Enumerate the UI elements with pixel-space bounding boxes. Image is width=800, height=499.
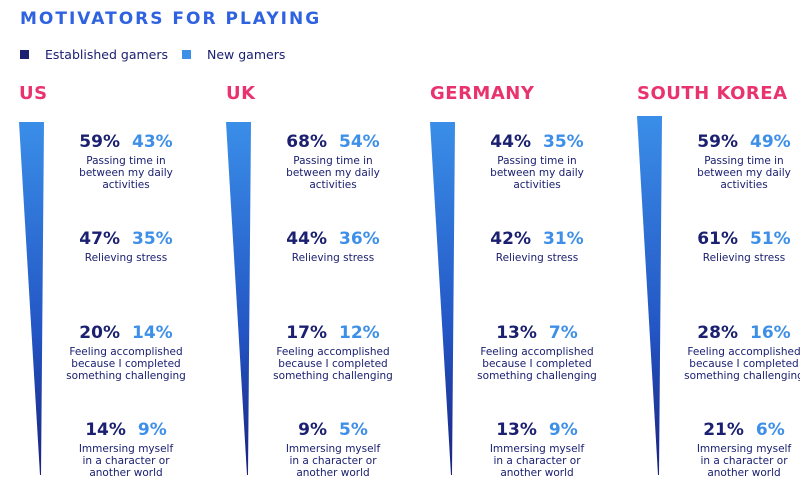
new-value: 51% (750, 229, 791, 249)
established-value: 9% (298, 420, 327, 440)
motivator-label: Passing time in between my daily activit… (697, 155, 791, 191)
motivator-block: 59% 49% Passing time in between my daily … (669, 132, 800, 191)
motivator-block: 9% 5% Immersing myself in a character or … (258, 420, 408, 479)
established-value: 13% (496, 420, 537, 440)
established-value: 59% (697, 132, 738, 152)
legend-label: New gamers (207, 47, 286, 62)
established-value: 28% (697, 323, 738, 343)
established-value: 59% (79, 132, 120, 152)
motivator-label: Feeling accomplished because I completed… (273, 346, 393, 382)
new-value: 31% (543, 229, 584, 249)
motivator-label: Relieving stress (495, 252, 579, 264)
wedge-shape (226, 122, 251, 475)
motivator-label: Passing time in between my daily activit… (490, 155, 584, 191)
motivator-block: 61% 51% Relieving stress (669, 229, 800, 264)
new-value: 16% (750, 323, 791, 343)
new-value: 6% (755, 420, 785, 440)
new-value: 9% (548, 420, 578, 440)
motivator-label: Immersing myself in a character or anoth… (489, 443, 585, 479)
wedge-shape (19, 122, 44, 475)
new-value: 49% (750, 132, 791, 152)
motivator-label: Feeling accomplished because I completed… (477, 346, 597, 382)
country-heading: GERMANY (430, 83, 535, 104)
new-value: 35% (543, 132, 584, 152)
motivator-label: Relieving stress (702, 252, 786, 264)
established-value: 68% (286, 132, 327, 152)
new-value: 14% (132, 323, 173, 343)
motivator-label: Relieving stress (291, 252, 375, 264)
motivator-label: Passing time in between my daily activit… (79, 155, 173, 191)
new-value: 54% (339, 132, 380, 152)
legend-label: Established gamers (45, 47, 168, 62)
established-value: 21% (703, 420, 744, 440)
motivator-label: Passing time in between my daily activit… (286, 155, 380, 191)
motivator-label: Relieving stress (84, 252, 168, 264)
legend-swatch-new (182, 50, 191, 59)
chart-title: MOTIVATORS FOR PLAYING (20, 9, 322, 29)
motivator-block: 44% 35% Passing time in between my daily … (462, 132, 612, 191)
country-heading: SOUTH KOREA (637, 83, 788, 104)
established-value: 20% (79, 323, 120, 343)
motivator-label: Immersing myself in a character or anoth… (696, 443, 792, 479)
motivator-label: Immersing myself in a character or anoth… (285, 443, 381, 479)
wedge-shape (637, 116, 662, 475)
new-value: 35% (132, 229, 173, 249)
country-heading: UK (226, 83, 256, 104)
new-value: 7% (548, 323, 578, 343)
motivator-block: 13% 7% Feeling accomplished because I com… (462, 323, 612, 382)
legend-established: Established gamers (20, 47, 168, 62)
new-value: 36% (339, 229, 380, 249)
motivator-block: 21% 6% Immersing myself in a character or… (669, 420, 800, 479)
established-value: 47% (79, 229, 120, 249)
motivator-label: Feeling accomplished because I completed… (684, 346, 800, 382)
established-value: 17% (286, 323, 327, 343)
motivator-label: Feeling accomplished because I completed… (66, 346, 186, 382)
motivator-block: 47% 35% Relieving stress (51, 229, 201, 264)
motivator-block: 68% 54% Passing time in between my daily … (258, 132, 408, 191)
new-value: 5% (339, 420, 368, 440)
motivator-block: 28% 16% Feeling accomplished because I co… (669, 323, 800, 382)
new-value: 43% (132, 132, 173, 152)
motivator-block: 13% 9% Immersing myself in a character or… (462, 420, 612, 479)
established-value: 13% (496, 323, 537, 343)
established-value: 42% (490, 229, 531, 249)
motivator-block: 42% 31% Relieving stress (462, 229, 612, 264)
established-value: 61% (697, 229, 738, 249)
legend-swatch-established (20, 50, 29, 59)
legend-new: New gamers (182, 47, 285, 62)
new-value: 9% (137, 420, 167, 440)
established-value: 44% (286, 229, 327, 249)
motivator-block: 14% 9% Immersing myself in a character or… (51, 420, 201, 479)
established-value: 44% (490, 132, 531, 152)
country-heading: US (19, 83, 48, 104)
established-value: 14% (85, 420, 126, 440)
wedge-shape (430, 122, 455, 475)
motivator-block: 17% 12% Feeling accomplished because I co… (258, 323, 408, 382)
motivator-label: Immersing myself in a character or anoth… (78, 443, 174, 479)
motivator-block: 44% 36% Relieving stress (258, 229, 408, 264)
new-value: 12% (339, 323, 380, 343)
motivator-block: 59% 43% Passing time in between my daily … (51, 132, 201, 191)
motivator-block: 20% 14% Feeling accomplished because I co… (51, 323, 201, 382)
